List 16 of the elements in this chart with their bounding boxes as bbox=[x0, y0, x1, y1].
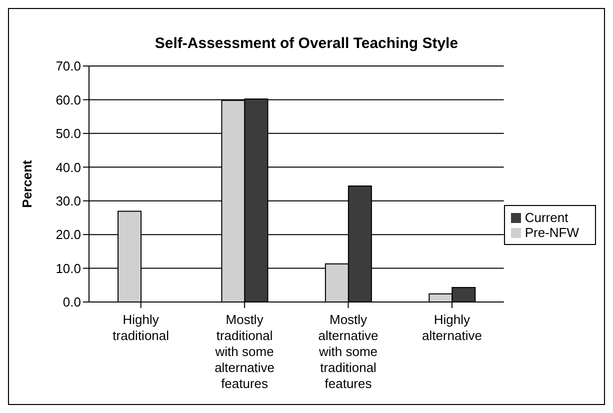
y-tick-label: 30.0 bbox=[56, 193, 81, 208]
y-tick-label: 60.0 bbox=[56, 92, 81, 108]
y-tick-label: 20.0 bbox=[56, 227, 81, 242]
legend-label: Current bbox=[524, 210, 568, 224]
y-axis-title: Percent bbox=[20, 159, 35, 208]
y-tick-label: 50.0 bbox=[56, 126, 81, 142]
legend-label: Pre-NFW bbox=[524, 224, 579, 240]
x-tick-label: Highly alternative bbox=[422, 312, 482, 343]
y-tick-label: 40.0 bbox=[56, 160, 81, 175]
y-tick-label: 70.0 bbox=[56, 58, 81, 74]
y-tick-label: 10.0 bbox=[56, 260, 81, 276]
x-tick-label: Highly traditional bbox=[112, 312, 170, 343]
chart-title: Self-Assessment of Overall Teaching Style bbox=[154, 35, 460, 52]
y-tick-label: 0.0 bbox=[62, 294, 81, 310]
x-tick-label: Mostly traditional with some alternative features bbox=[214, 312, 275, 391]
x-tick-label: Mostly alternative with some traditional features bbox=[318, 312, 378, 391]
